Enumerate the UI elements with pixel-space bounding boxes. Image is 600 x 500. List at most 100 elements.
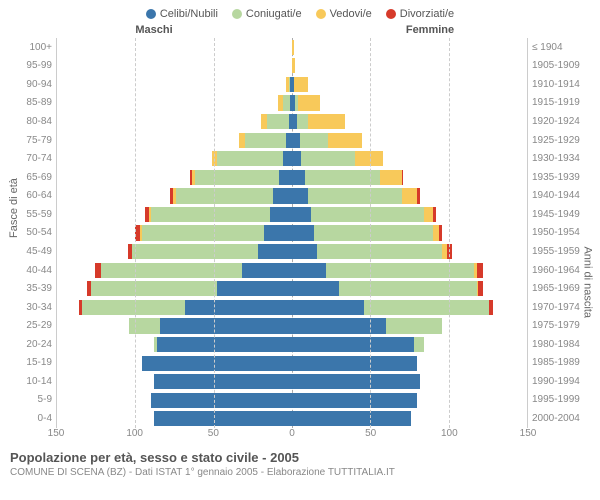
legend-item: Coniugati/e bbox=[232, 8, 302, 20]
seg-single bbox=[217, 281, 292, 296]
pyramid-row bbox=[57, 224, 527, 243]
female-bar bbox=[292, 133, 527, 148]
birth-tick: 1930-1934 bbox=[532, 153, 590, 164]
pyramid-row bbox=[57, 298, 527, 317]
seg-single bbox=[279, 170, 292, 185]
x-tick: 150 bbox=[48, 428, 65, 439]
x-tick: 100 bbox=[126, 428, 143, 439]
chart-area: Fasce di età Anni di nascita 100+95-9990… bbox=[10, 38, 590, 428]
birth-tick: 1920-1924 bbox=[532, 116, 590, 127]
chart-subtitle: COMUNE DI SCENA (BZ) - Dati ISTAT 1° gen… bbox=[10, 467, 590, 478]
legend-item: Divorziati/e bbox=[386, 8, 454, 20]
bar-rows bbox=[57, 38, 527, 428]
chart-title: Popolazione per età, sesso e stato civil… bbox=[10, 450, 590, 465]
pyramid-row bbox=[57, 131, 527, 150]
pyramid-row bbox=[57, 410, 527, 429]
pyramid-row bbox=[57, 57, 527, 76]
seg-widowed bbox=[292, 58, 295, 73]
seg-married bbox=[326, 263, 473, 278]
seg-married bbox=[267, 114, 289, 129]
pyramid-row bbox=[57, 372, 527, 391]
pyramid-row bbox=[57, 112, 527, 131]
male-bar bbox=[57, 244, 292, 259]
age-tick: 90-94 bbox=[10, 79, 52, 90]
birth-tick: 1940-1944 bbox=[532, 190, 590, 201]
age-tick: 5-9 bbox=[10, 394, 52, 405]
male-bar bbox=[57, 170, 292, 185]
male-bar bbox=[57, 318, 292, 333]
pyramid-row bbox=[57, 391, 527, 410]
seg-single bbox=[292, 300, 364, 315]
female-bar bbox=[292, 263, 527, 278]
male-bar bbox=[57, 300, 292, 315]
birth-tick: 1905-1909 bbox=[532, 60, 590, 71]
gridline bbox=[135, 38, 136, 428]
seg-widowed bbox=[380, 170, 402, 185]
legend-label: Coniugati/e bbox=[246, 8, 302, 20]
seg-married bbox=[142, 225, 264, 240]
birth-tick: 1950-1954 bbox=[532, 227, 590, 238]
age-tick: 45-49 bbox=[10, 246, 52, 257]
header-female: Femmine bbox=[292, 24, 528, 36]
seg-widowed bbox=[298, 95, 320, 110]
seg-single bbox=[185, 300, 292, 315]
seg-single bbox=[264, 225, 292, 240]
seg-single bbox=[154, 374, 292, 389]
seg-married bbox=[91, 281, 216, 296]
seg-widowed bbox=[294, 77, 308, 92]
seg-divorced bbox=[402, 170, 404, 185]
pyramid-row bbox=[57, 168, 527, 187]
seg-married bbox=[305, 170, 380, 185]
seg-single bbox=[292, 281, 339, 296]
x-axis: 15010050050100150 bbox=[56, 428, 528, 444]
seg-married bbox=[176, 188, 273, 203]
seg-single bbox=[292, 411, 411, 426]
pyramid-row bbox=[57, 38, 527, 57]
legend-label: Vedovi/e bbox=[330, 8, 372, 20]
birth-tick: 1910-1914 bbox=[532, 79, 590, 90]
legend-swatch bbox=[146, 9, 156, 19]
seg-single bbox=[292, 207, 311, 222]
pyramid-row bbox=[57, 205, 527, 224]
seg-single bbox=[242, 263, 292, 278]
seg-single bbox=[292, 244, 317, 259]
seg-divorced bbox=[477, 263, 483, 278]
x-tick: 100 bbox=[441, 428, 458, 439]
seg-single bbox=[292, 374, 420, 389]
female-bar bbox=[292, 244, 527, 259]
seg-married bbox=[314, 225, 433, 240]
seg-single bbox=[292, 225, 314, 240]
seg-single bbox=[154, 411, 292, 426]
birth-tick: 1915-1919 bbox=[532, 97, 590, 108]
x-tick: 50 bbox=[208, 428, 219, 439]
birth-tick: ≤ 1904 bbox=[532, 42, 590, 53]
header-male: Maschi bbox=[56, 24, 292, 36]
male-bar bbox=[57, 281, 292, 296]
pyramid-row bbox=[57, 317, 527, 336]
seg-widowed bbox=[424, 207, 433, 222]
birth-tick: 1995-1999 bbox=[532, 394, 590, 405]
male-bar bbox=[57, 114, 292, 129]
female-bar bbox=[292, 188, 527, 203]
seg-single bbox=[142, 356, 292, 371]
seg-single bbox=[283, 151, 292, 166]
male-bar bbox=[57, 207, 292, 222]
seg-married bbox=[317, 244, 442, 259]
seg-married bbox=[386, 318, 442, 333]
birth-tick: 1925-1929 bbox=[532, 135, 590, 146]
male-bar bbox=[57, 225, 292, 240]
seg-single bbox=[292, 318, 386, 333]
seg-single bbox=[157, 337, 292, 352]
seg-single bbox=[258, 244, 292, 259]
seg-married bbox=[339, 281, 477, 296]
legend-item: Vedovi/e bbox=[316, 8, 372, 20]
x-tick: 0 bbox=[289, 428, 295, 439]
male-bar bbox=[57, 393, 292, 408]
seg-widowed bbox=[402, 188, 418, 203]
birth-tick: 1975-1979 bbox=[532, 320, 590, 331]
age-tick: 75-79 bbox=[10, 135, 52, 146]
seg-divorced bbox=[433, 207, 436, 222]
male-bar bbox=[57, 188, 292, 203]
age-tick: 15-19 bbox=[10, 357, 52, 368]
seg-married bbox=[151, 207, 270, 222]
